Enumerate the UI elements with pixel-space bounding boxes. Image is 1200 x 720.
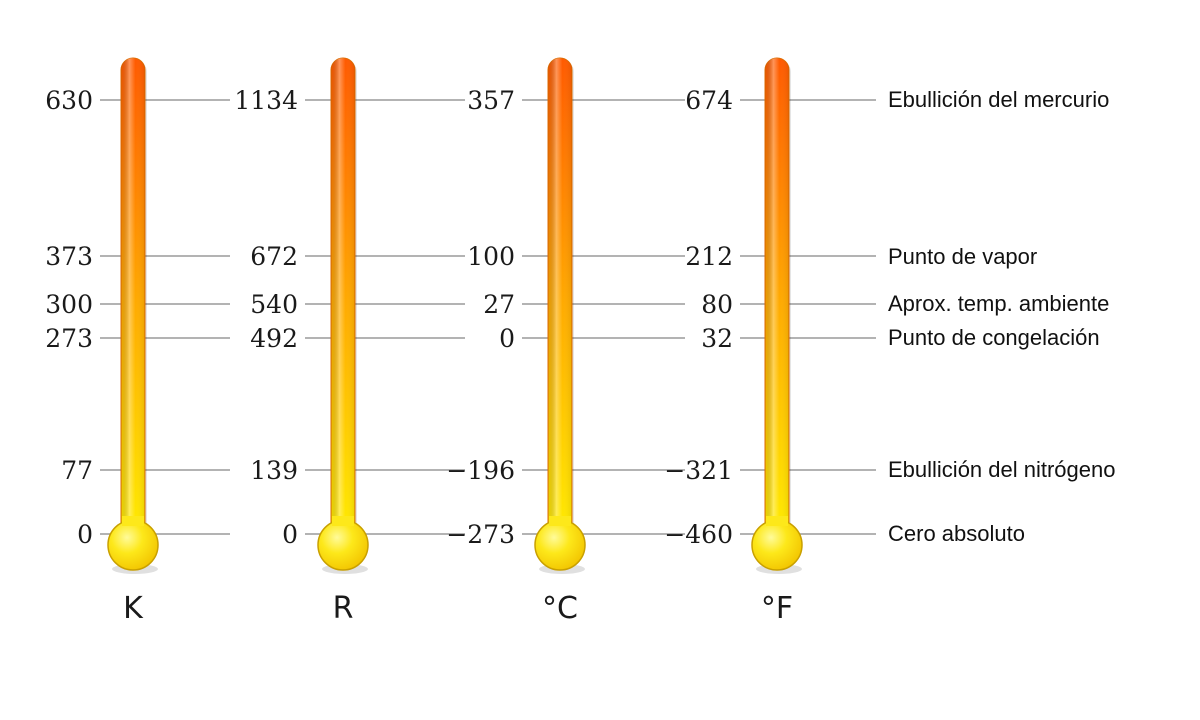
label-mercury-boiling: Ebullición del mercurio [888, 87, 1109, 112]
scale-value-celsius: 357 [467, 86, 515, 115]
thermometer-fahrenheit [751, 57, 803, 574]
label-steam-point: Punto de vapor [888, 244, 1037, 269]
scale-value-celsius: −273 [446, 520, 515, 549]
thermometer-rankine [317, 57, 369, 574]
scale-value-rankine: 0 [282, 520, 298, 549]
scale-value-celsius: 100 [467, 242, 515, 271]
thermometer-kelvin [107, 57, 159, 574]
scale-value-celsius: 27 [483, 290, 515, 319]
label-room-temperature: Aprox. temp. ambiente [888, 291, 1109, 316]
unit-labels: K R °C °F [123, 591, 793, 626]
scale-value-kelvin: 77 [61, 456, 93, 485]
thermometer-celsius [534, 57, 586, 574]
unit-label-celsius: °C [542, 591, 578, 626]
scale-value-fahrenheit: 80 [701, 290, 733, 319]
thermometer-bulb [317, 519, 369, 571]
scale-value-fahrenheit: −460 [664, 520, 733, 549]
scale-value-rankine: 1134 [234, 86, 298, 115]
scale-value-celsius: −196 [446, 456, 515, 485]
scale-value-rankine: 139 [250, 456, 298, 485]
unit-label-kelvin: K [123, 591, 144, 626]
scale-value-fahrenheit: 212 [685, 242, 733, 271]
reference-point-labels: Ebullición del mercurio Punto de vapor A… [888, 87, 1116, 546]
scale-value-rankine: 492 [250, 324, 298, 353]
label-nitrogen-boiling: Ebullición del nitrógeno [888, 457, 1116, 482]
thermometer-bulb [534, 519, 586, 571]
scale-value-fahrenheit: 32 [701, 324, 733, 353]
scale-value-kelvin: 630 [45, 86, 93, 115]
scale-value-celsius: 0 [499, 324, 515, 353]
scale-value-rankine: 540 [250, 290, 298, 319]
unit-label-fahrenheit: °F [761, 591, 793, 626]
scale-value-fahrenheit: −321 [664, 456, 733, 485]
scale-value-rankine: 672 [250, 242, 298, 271]
thermometers [107, 57, 803, 574]
unit-label-rankine: R [333, 591, 354, 626]
scale-value-kelvin: 300 [45, 290, 93, 319]
scale-values: 630 373 300 273 77 0 1134 672 540 492 139 0 357 100 27… [45, 86, 733, 549]
scale-value-kelvin: 273 [45, 324, 93, 353]
scale-value-fahrenheit: 674 [685, 86, 733, 115]
thermometer-bulb [107, 519, 159, 571]
scale-value-kelvin: 373 [45, 242, 93, 271]
label-freezing-point: Punto de congelación [888, 325, 1100, 350]
scale-value-kelvin: 0 [77, 520, 93, 549]
label-absolute-zero: Cero absoluto [888, 521, 1025, 546]
thermometer-bulb [751, 519, 803, 571]
